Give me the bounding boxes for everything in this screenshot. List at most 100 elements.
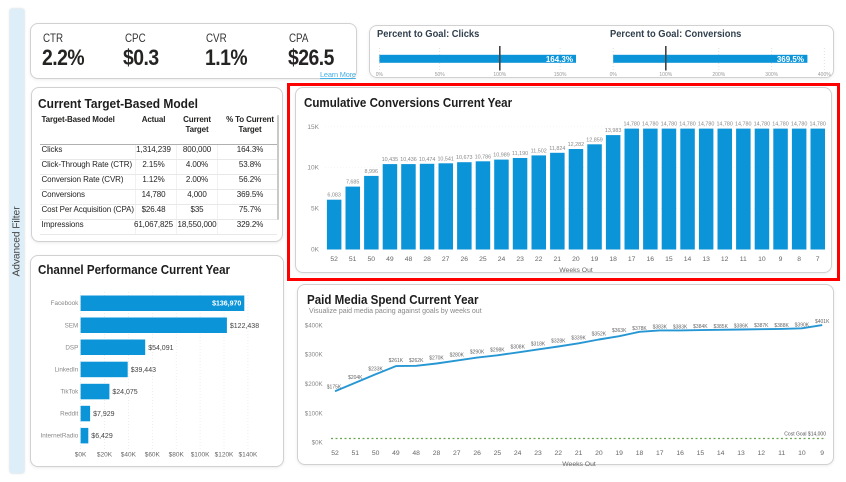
svg-text:48: 48 [404,256,412,263]
svg-text:$261K: $261K [389,358,404,364]
svg-text:9: 9 [820,450,824,457]
svg-text:14,780: 14,780 [623,121,640,127]
svg-text:$0K: $0K [75,451,87,458]
svg-text:10,989: 10,989 [493,152,510,158]
svg-text:52: 52 [331,450,339,457]
svg-text:TikTok: TikTok [60,388,79,395]
svg-text:12,282: 12,282 [567,142,584,148]
svg-text:7,685: 7,685 [345,179,359,185]
svg-text:16: 16 [646,256,654,263]
svg-text:8: 8 [797,256,801,263]
svg-text:Weeks Out: Weeks Out [559,267,593,274]
svg-text:49: 49 [392,450,400,457]
svg-text:$100K: $100K [305,410,324,417]
svg-text:13: 13 [702,256,710,263]
svg-text:$39,443: $39,443 [131,366,156,373]
svg-text:14,780: 14,780 [809,121,826,127]
svg-text:369.5%: 369.5% [777,54,804,63]
svg-text:$386K: $386K [734,324,749,330]
svg-text:19: 19 [590,256,598,263]
svg-text:$378K: $378K [632,326,647,332]
svg-text:15: 15 [697,450,705,457]
svg-text:48: 48 [412,450,420,457]
svg-text:100%: 100% [493,72,506,78]
svg-text:11: 11 [778,450,785,457]
svg-text:$385K: $385K [713,324,728,330]
svg-text:$280K: $280K [450,353,465,359]
svg-text:10: 10 [758,256,766,263]
svg-text:12: 12 [758,450,766,457]
svg-text:400%: 400% [818,72,831,78]
svg-text:14,780: 14,780 [753,121,770,127]
svg-text:10,474: 10,474 [418,156,435,162]
svg-text:11: 11 [739,256,746,263]
svg-text:25: 25 [494,450,502,457]
svg-text:$339K: $339K [571,335,586,341]
svg-text:164.3%: 164.3% [546,54,573,63]
svg-text:50: 50 [367,256,375,263]
svg-text:$400K: $400K [305,322,324,329]
svg-text:22: 22 [555,450,563,457]
svg-text:$54,091: $54,091 [148,344,173,351]
svg-text:$140K: $140K [239,451,258,458]
svg-text:14,780: 14,780 [679,121,696,127]
svg-text:18: 18 [609,256,617,263]
svg-text:$387K: $387K [754,323,769,329]
svg-text:Facebook: Facebook [51,300,80,307]
svg-text:49: 49 [386,256,394,263]
svg-text:$390K: $390K [795,322,810,328]
svg-text:13: 13 [737,450,745,457]
svg-text:28: 28 [433,450,441,457]
svg-text:21: 21 [553,256,561,263]
svg-text:24: 24 [497,256,505,263]
svg-text:300%: 300% [765,72,778,78]
svg-text:$136,970: $136,970 [212,300,241,307]
svg-text:10,436: 10,436 [400,157,417,163]
svg-text:$204K: $204K [348,375,363,381]
svg-text:$233K: $233K [368,366,383,372]
svg-text:$318K: $318K [531,341,546,347]
svg-text:$60K: $60K [145,451,161,458]
svg-text:$300K: $300K [305,352,324,359]
svg-text:Reddit: Reddit [60,410,78,417]
svg-text:25: 25 [479,256,487,263]
svg-text:$7,929: $7,929 [93,411,115,418]
svg-text:5K: 5K [311,205,320,212]
svg-text:14,780: 14,780 [697,121,714,127]
svg-text:8,996: 8,996 [364,168,378,174]
svg-text:$122,438: $122,438 [230,322,259,329]
svg-text:14: 14 [717,450,725,457]
svg-text:$270K: $270K [429,356,444,362]
svg-text:DSP: DSP [65,344,78,351]
svg-text:14,780: 14,780 [790,121,807,127]
svg-text:$200K: $200K [305,381,324,388]
svg-text:26: 26 [473,450,481,457]
svg-text:17: 17 [627,256,635,263]
svg-text:Cost Goal $14,000: Cost Goal $14,000 [784,432,826,438]
svg-text:LinkedIn: LinkedIn [54,366,78,373]
svg-text:$40K: $40K [121,451,137,458]
svg-text:Weeks Out: Weeks Out [562,461,596,466]
svg-text:23: 23 [516,256,524,263]
svg-text:12: 12 [720,256,728,263]
svg-text:52: 52 [330,256,338,263]
svg-text:10,786: 10,786 [474,154,491,160]
svg-text:10,541: 10,541 [437,156,454,162]
svg-text:$383K: $383K [673,324,688,330]
svg-text:14,780: 14,780 [642,121,659,127]
svg-text:22: 22 [534,256,542,263]
svg-text:7: 7 [815,256,819,263]
svg-text:SEM: SEM [65,322,79,329]
svg-text:10K: 10K [307,164,319,171]
svg-text:0%: 0% [376,72,384,78]
svg-text:15: 15 [665,256,673,263]
svg-text:14,780: 14,780 [660,121,677,127]
svg-text:51: 51 [348,256,356,263]
svg-text:10,673: 10,673 [456,155,473,161]
svg-text:$383K: $383K [653,324,668,330]
svg-text:$352K: $352K [592,332,607,338]
svg-text:$100K: $100K [191,451,210,458]
svg-text:$388K: $388K [774,323,789,329]
svg-text:0K: 0K [311,246,320,253]
svg-text:14,780: 14,780 [716,121,733,127]
